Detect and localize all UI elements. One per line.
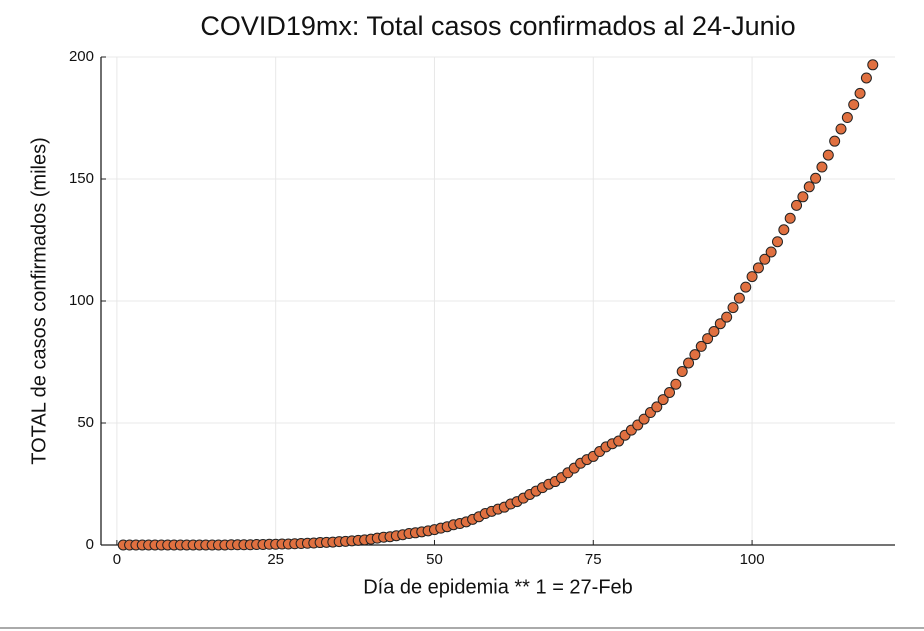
point: [702, 333, 714, 345]
point: [676, 366, 688, 378]
point: [835, 123, 847, 135]
point: [810, 172, 822, 184]
point: [651, 401, 663, 413]
x-axis-label: Día de epidemia ** 1 = 27-Feb: [363, 576, 633, 598]
x-tick-label: 25: [267, 551, 284, 568]
point: [727, 302, 739, 314]
point: [771, 236, 783, 248]
point: [733, 292, 745, 304]
y-tick-label: 50: [77, 414, 94, 431]
point: [848, 99, 860, 111]
point: [784, 212, 796, 224]
x-tick-label: 100: [740, 551, 765, 568]
point: [689, 349, 701, 361]
point: [664, 387, 676, 398]
x-tick-label: 75: [585, 551, 602, 568]
x-tick-label: 50: [426, 551, 443, 568]
point: [797, 191, 809, 203]
y-tick-label: 150: [69, 170, 94, 187]
point: [721, 311, 733, 323]
point: [714, 318, 726, 330]
point: [822, 149, 834, 161]
point: [867, 59, 879, 71]
point: [752, 262, 764, 274]
point: [816, 161, 828, 173]
point: [841, 112, 853, 124]
point: [708, 326, 720, 337]
point: [765, 246, 777, 258]
point: [740, 281, 752, 293]
point: [791, 199, 803, 211]
y-tick-label: 100: [69, 292, 94, 309]
point: [803, 181, 815, 193]
y-tick-label: 0: [86, 536, 94, 553]
chart-title: COVID19mx: Total casos confirmados al 24…: [200, 11, 795, 41]
x-tick-label: 0: [113, 551, 121, 568]
point: [695, 340, 707, 352]
point: [759, 253, 771, 265]
point: [638, 413, 650, 425]
point: [854, 87, 866, 99]
y-axis-label: TOTAL de casos confirmados (miles): [28, 137, 50, 465]
point: [860, 72, 872, 84]
y-tick-label: 200: [69, 48, 94, 65]
point: [657, 394, 669, 406]
point: [829, 135, 841, 147]
point: [778, 224, 790, 236]
point: [746, 271, 758, 283]
point: [683, 357, 695, 369]
point: [670, 378, 682, 390]
